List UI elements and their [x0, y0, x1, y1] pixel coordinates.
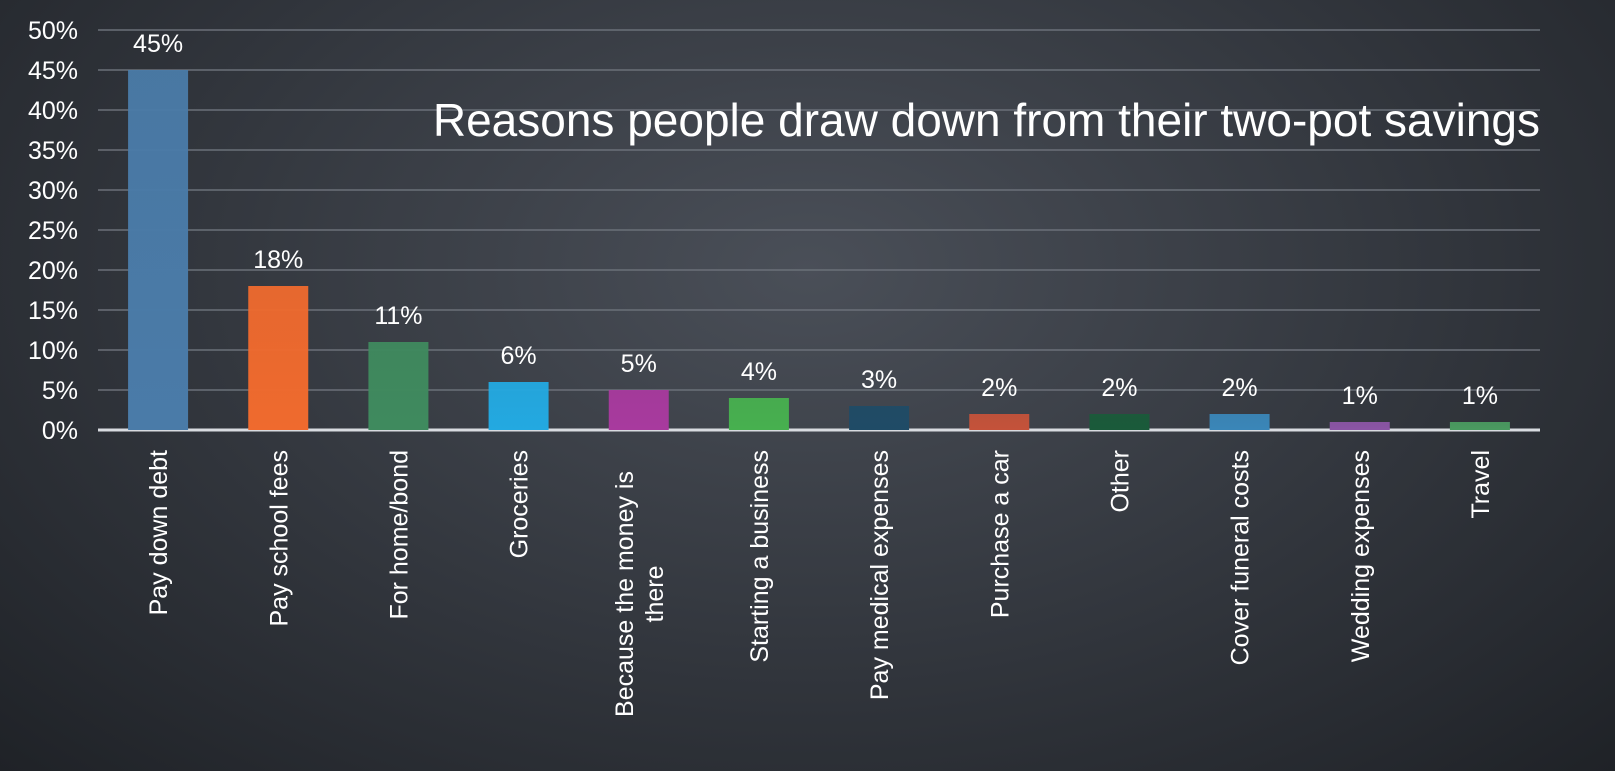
data-label: 18% [253, 246, 303, 274]
data-label: 1% [1342, 382, 1378, 410]
y-axis-ticks: 0% 5% 10% 15% 20% 25% 30% 35% 40% 45% 50% [28, 17, 78, 445]
data-label: 45% [133, 30, 183, 58]
data-label: 1% [1462, 382, 1498, 410]
data-label: 2% [1101, 374, 1137, 402]
value-labels: 45% 18% 11% 6% 5% 4% 3% 2% 2% 2% 1% 1% [133, 30, 1498, 410]
grid [98, 29, 1540, 432]
bar-groceries [488, 382, 549, 430]
y-tick-label: 5% [42, 377, 78, 405]
bar-for-home-bond [368, 342, 429, 430]
category-label: Starting a business [746, 450, 774, 663]
y-tick-label: 30% [28, 177, 78, 205]
bars [128, 70, 1510, 430]
bar-starting-a-business [728, 398, 789, 430]
y-tick-label: 50% [28, 17, 78, 45]
data-label: 4% [741, 358, 777, 386]
y-tick-label: 35% [28, 137, 78, 165]
data-label: 2% [1222, 374, 1258, 402]
bar-pay-medical-expenses [849, 406, 910, 430]
bar-purchase-a-car [969, 414, 1030, 430]
category-label: Purchase a car [986, 450, 1014, 618]
category-label: Groceries [506, 450, 534, 558]
y-tick-label: 0% [42, 417, 78, 445]
category-label: Cover funeral costs [1227, 450, 1255, 665]
y-tick-label: 25% [28, 217, 78, 245]
bar-wedding-expenses [1329, 422, 1390, 430]
category-label: Travel [1467, 450, 1495, 519]
y-tick-label: 45% [28, 57, 78, 85]
data-label: 3% [861, 366, 897, 394]
category-label: Pay down debt [145, 450, 173, 615]
bar-pay-down-debt [128, 70, 189, 430]
y-tick-label: 15% [28, 297, 78, 325]
data-label: 2% [981, 374, 1017, 402]
y-tick-label: 40% [28, 97, 78, 125]
y-tick-label: 20% [28, 257, 78, 285]
y-tick-label: 10% [28, 337, 78, 365]
chart-title: Reasons people draw down from their two-… [433, 94, 1540, 146]
data-label: 6% [501, 342, 537, 370]
bar-travel [1449, 422, 1510, 430]
bar-other [1089, 414, 1150, 430]
category-label: Because the money isthere [611, 471, 669, 717]
category-label: Wedding expenses [1347, 450, 1375, 662]
data-label: 11% [374, 302, 422, 330]
category-labels: Pay down debt Pay school fees For home/bon… [145, 450, 1495, 717]
data-label: 5% [621, 350, 657, 378]
category-label: For home/bond [385, 450, 413, 620]
category-label: Pay medical expenses [866, 450, 894, 700]
bar-because-the-money-is-there [608, 390, 669, 430]
category-label: Other [1106, 450, 1134, 513]
category-label: Pay school fees [265, 450, 293, 627]
bar-pay-school-fees [248, 286, 309, 430]
bar-cover-funeral-costs [1209, 414, 1270, 430]
